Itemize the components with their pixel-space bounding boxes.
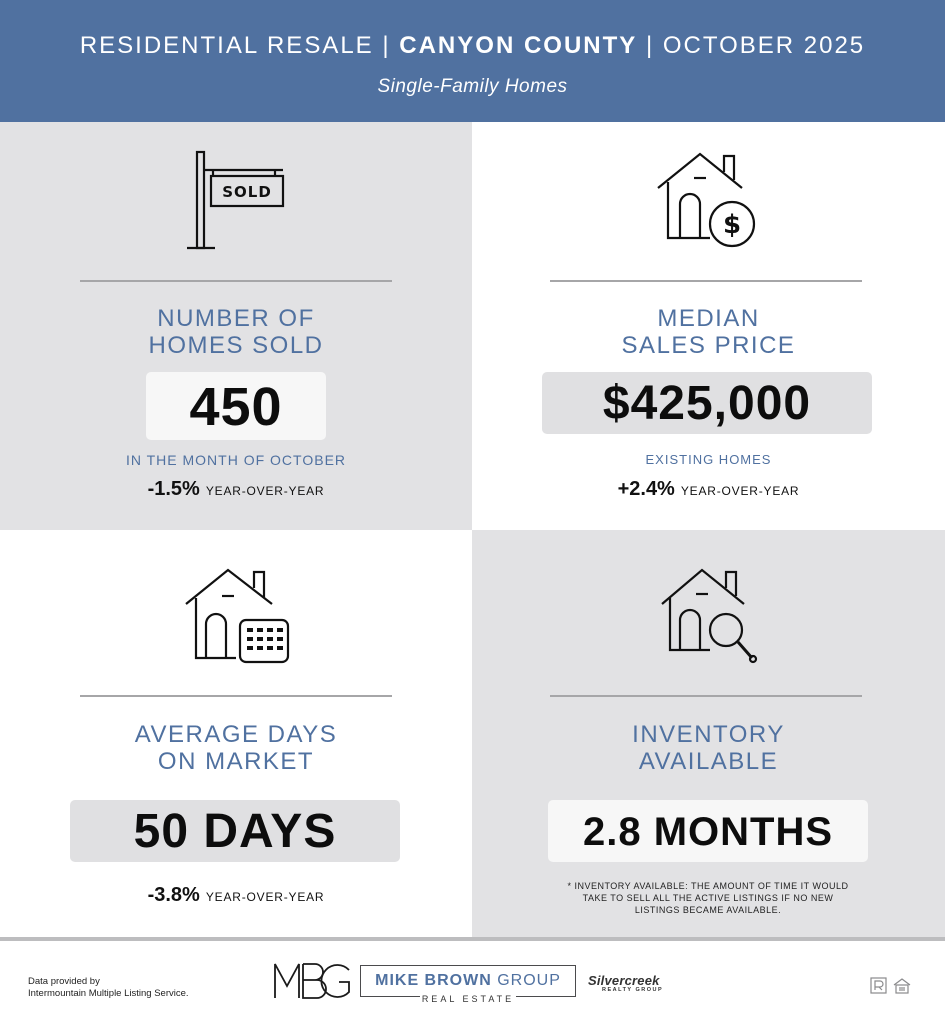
days-on-market-value: 50 DAYS [70,800,400,862]
mbg-monogram-logo [274,963,350,999]
footer-divider [0,937,945,941]
svg-text:$: $ [723,210,741,240]
title-suffix: | OCTOBER 2025 [637,32,866,59]
inventory-value: 2.8 MONTHS [548,800,868,862]
yoy-percent: -1.5% [147,478,200,500]
mbg-name-bold: MIKE BROWN [375,972,492,989]
house-search-icon [661,568,758,664]
house-dollar-icon: $ [657,152,756,248]
label-line-2: ON MARKET [157,748,315,775]
homes-sold-value: 450 [146,372,326,440]
homes-sold-panel: SOLD NUMBER OF HOMES SOLD 450 IN THE MON… [0,122,472,530]
header-banner: RESIDENTIAL RESALE | CANYON COUNTY | OCT… [0,0,945,122]
label-line-2: AVAILABLE [638,748,779,775]
divider [80,695,392,697]
median-price-value: $425,000 [542,372,872,434]
svg-text:SOLD: SOLD [222,183,272,201]
report-title: RESIDENTIAL RESALE | CANYON COUNTY | OCT… [0,32,945,60]
inventory-footnote: * INVENTORY AVAILABLE: THE AMOUNT OF TIM… [552,880,864,916]
house-calendar-icon [185,568,290,664]
yoy-label: YEAR-OVER-YEAR [680,484,800,498]
label-line-1: MEDIAN [657,305,760,332]
yoy-percent: -3.8% [147,884,200,906]
silvercreek-sub: REALTY GROUP [602,987,664,993]
median-price-yoy: +2.4% YEAR-OVER-YEAR [472,478,945,501]
mbg-name: MIKE BROWN GROUP [361,972,575,990]
report-subtitle: Single-Family Homes [377,76,568,97]
yoy-percent: +2.4% [617,478,675,500]
footnote-line-1: * INVENTORY AVAILABLE: THE AMOUNT OF TIM… [567,881,849,891]
credit-line-2: Intermountain Multiple Listing Service. [28,988,189,999]
divider [550,695,862,697]
sold-sign-icon: SOLD [187,150,285,250]
divider [550,280,862,282]
mbg-real-estate: REAL ESTATE [420,994,516,1004]
title-prefix: RESIDENTIAL RESALE | [79,32,400,59]
homes-sold-yoy: -1.5% YEAR-OVER-YEAR [0,478,472,501]
data-source-credit: Data provided by Intermountain Multiple … [28,976,189,1000]
divider [80,280,392,282]
mbg-name-rest: GROUP [491,972,561,989]
days-on-market-panel: AVERAGE DAYS ON MARKET 50 DAYS -3.8% YEAR… [0,530,472,938]
days-on-market-label: AVERAGE DAYS ON MARKET [0,721,472,775]
footnote-line-2: TAKE TO SELL ALL THE ACTIVE LISTINGS IF … [582,893,834,903]
label-line-1: INVENTORY [632,721,785,748]
realtor-equal-housing-icon [870,977,911,994]
days-on-market-yoy: -3.8% YEAR-OVER-YEAR [0,884,472,907]
label-line-1: AVERAGE DAYS [134,721,338,748]
footnote-line-3: LISTINGS BECAME AVAILABLE. [634,905,782,915]
median-price-panel: $ MEDIAN SALES PRICE $425,000 EXISTING H… [472,122,945,530]
label-line-2: SALES PRICE [621,332,796,359]
footer: Data provided by Intermountain Multiple … [0,941,945,1024]
median-price-label: MEDIAN SALES PRICE [472,305,945,359]
yoy-label: YEAR-OVER-YEAR [205,890,325,904]
inventory-panel: INVENTORY AVAILABLE 2.8 MONTHS * INVENTO… [472,530,945,938]
credit-line-1: Data provided by [28,976,100,987]
mbg-wordmark: MIKE BROWN GROUP [360,965,576,997]
homes-sold-caption: IN THE MONTH OF OCTOBER [125,452,347,468]
inventory-label: INVENTORY AVAILABLE [472,721,945,775]
homes-sold-label: NUMBER OF HOMES SOLD [0,305,472,359]
title-county: CANYON COUNTY [399,32,638,59]
yoy-label: YEAR-OVER-YEAR [205,484,325,498]
label-line-1: NUMBER OF [157,305,315,332]
median-price-caption: EXISTING HOMES [645,452,772,467]
silvercreek-name: Silvercreek [588,973,660,988]
silvercreek-logo: Silvercreek REALTY GROUP [588,973,663,993]
label-line-2: HOMES SOLD [148,332,324,359]
